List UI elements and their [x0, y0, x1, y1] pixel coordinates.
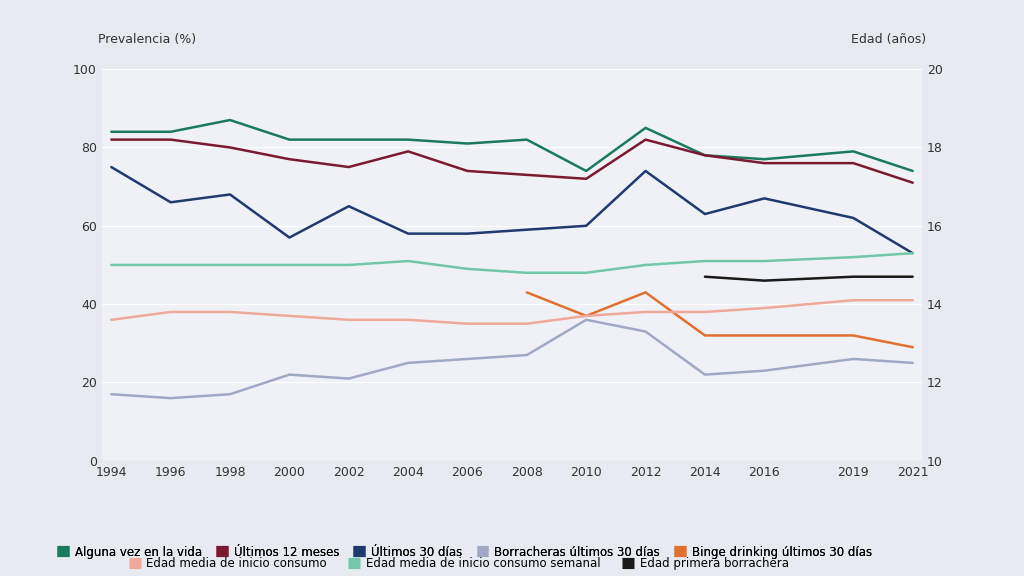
Text: Edad (años): Edad (años) [851, 33, 926, 46]
Text: Prevalencia (%): Prevalencia (%) [98, 33, 197, 46]
Legend: Edad media de inicio consumo, Edad media de inicio consumo semanal, Edad primera: Edad media de inicio consumo, Edad media… [129, 557, 788, 570]
Legend: Alguna vez en la vida, Últimos 12 meses, Últimos 30 días, Borracheras últimos 30: Alguna vez en la vida, Últimos 12 meses,… [57, 545, 872, 559]
